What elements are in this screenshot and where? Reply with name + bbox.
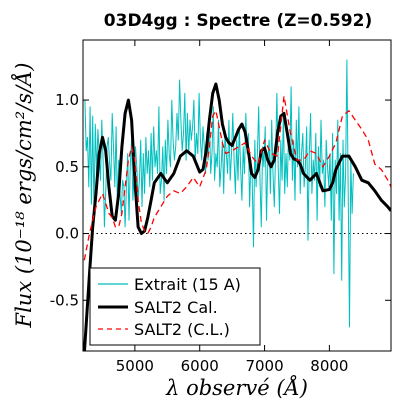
y-tick-label: 0.0 bbox=[55, 225, 79, 243]
y-tick-label: -0.5 bbox=[50, 291, 79, 309]
plot-frame bbox=[82, 39, 392, 352]
y-axis-label: Flux (10⁻¹⁸ ergs/cm²/s/Å) bbox=[11, 63, 36, 329]
legend-label-salt2-cal: SALT2 Cal. bbox=[134, 298, 218, 317]
x-tick-label: 5000 bbox=[116, 357, 154, 375]
x-tick-label: 8000 bbox=[310, 357, 348, 375]
series-line-0 bbox=[84, 59, 354, 328]
legend-label-salt2-cl: SALT2 (C.L.) bbox=[134, 320, 230, 339]
series-line-2 bbox=[83, 95, 391, 261]
legend: Extrait (15 A) SALT2 Cal. SALT2 (C.L.) bbox=[89, 267, 261, 346]
x-tick-label: 7000 bbox=[245, 357, 283, 375]
legend-label-extrait: Extrait (15 A) bbox=[134, 275, 241, 294]
y-tick-label: 1.0 bbox=[55, 91, 79, 109]
series-layer bbox=[83, 59, 391, 351]
x-tick-label: 6000 bbox=[181, 357, 219, 375]
tick-layer: 5000 6000 7000 8000 -0.5 0.0 0.5 1.0 bbox=[50, 40, 391, 375]
x-axis-label: λ observé (Å) bbox=[165, 375, 308, 400]
chart-title: 03D4gg : Spectre (Z=0.592) bbox=[104, 11, 372, 31]
series-line-1 bbox=[83, 82, 391, 351]
y-tick-label: 0.5 bbox=[55, 158, 79, 176]
